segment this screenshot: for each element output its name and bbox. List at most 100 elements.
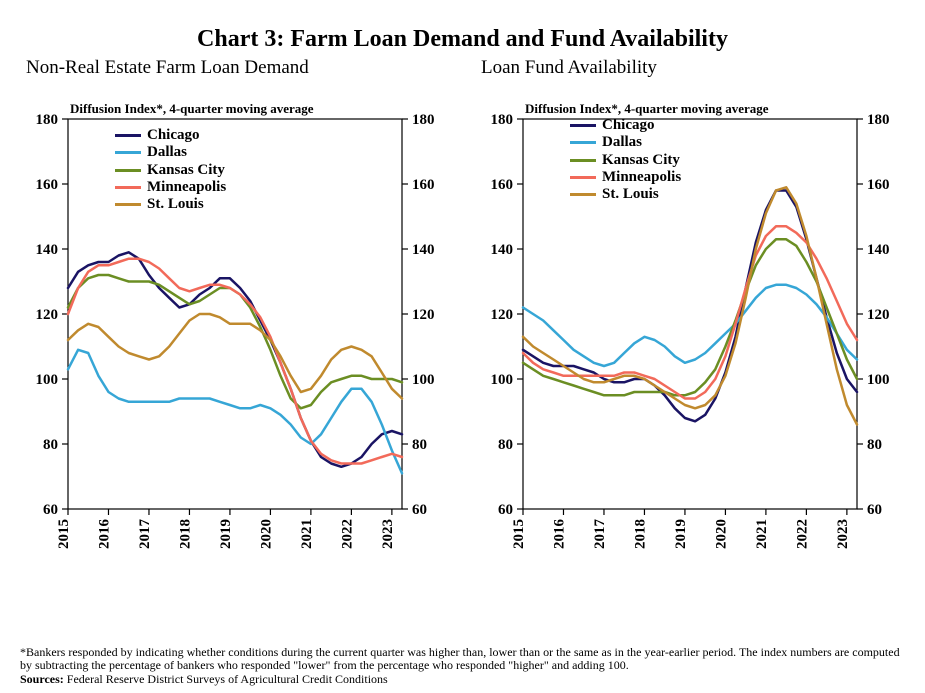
legend-label: Chicago bbox=[147, 127, 200, 144]
legend-item-st_louis: St. Louis bbox=[570, 186, 681, 203]
ytick-label-left: 60 bbox=[43, 502, 58, 518]
xtick-label: 2017 bbox=[592, 519, 608, 550]
series-chicago bbox=[523, 191, 857, 422]
xtick-label: 2017 bbox=[137, 519, 153, 550]
ytick-label-left: 180 bbox=[491, 112, 514, 128]
footnote-block: *Bankers responded by indicating whether… bbox=[20, 646, 905, 687]
legend-label: Minneapolis bbox=[602, 169, 681, 186]
xtick-label: 2021 bbox=[299, 519, 315, 549]
ytick-label-left: 140 bbox=[36, 242, 59, 258]
panel-title: Non-Real Estate Farm Loan Demand bbox=[20, 57, 450, 79]
legend-swatch bbox=[115, 186, 141, 189]
axis-note: Diffusion Index*, 4-quarter moving avera… bbox=[525, 101, 769, 116]
ytick-label-right: 80 bbox=[412, 437, 427, 453]
legend-item-kansas_city: Kansas City bbox=[115, 162, 226, 179]
ytick-label-right: 140 bbox=[412, 242, 435, 258]
legend-item-kansas_city: Kansas City bbox=[570, 152, 681, 169]
sources-line: Sources: Federal Reserve District Survey… bbox=[20, 673, 905, 687]
legend-swatch bbox=[115, 169, 141, 172]
panel-title: Loan Fund Availability bbox=[475, 57, 905, 79]
series-chicago bbox=[68, 252, 402, 466]
legend-swatch bbox=[115, 134, 141, 137]
legend-swatch bbox=[115, 203, 141, 206]
xtick-label: 2015 bbox=[56, 519, 72, 549]
ytick-label-left: 60 bbox=[498, 502, 513, 518]
sources-label: Sources: bbox=[20, 672, 64, 686]
ytick-label-right: 100 bbox=[412, 372, 435, 388]
series-dallas bbox=[523, 285, 857, 366]
legend: ChicagoDallasKansas CityMinneapolisSt. L… bbox=[115, 127, 226, 213]
panels-row: Non-Real Estate Farm Loan Demand 60 60 80 80… bbox=[20, 57, 905, 577]
ytick-label-right: 60 bbox=[867, 502, 882, 518]
footnote-text: *Bankers responded by indicating whether… bbox=[20, 646, 905, 674]
xtick-label: 2018 bbox=[177, 519, 193, 549]
xtick-label: 2019 bbox=[673, 519, 689, 549]
legend-label: Minneapolis bbox=[147, 179, 226, 196]
panel-right: Loan Fund Availability 60 60 80 80 100 100 120 1… bbox=[475, 57, 905, 577]
ytick-label-left: 140 bbox=[491, 242, 514, 258]
chart-title: Chart 3: Farm Loan Demand and Fund Avail… bbox=[20, 26, 905, 53]
ytick-label-left: 100 bbox=[491, 372, 514, 388]
legend-swatch bbox=[570, 124, 596, 127]
xtick-label: 2023 bbox=[835, 519, 851, 549]
xtick-label: 2023 bbox=[380, 519, 396, 549]
ytick-label-right: 140 bbox=[867, 242, 890, 258]
ytick-label-right: 180 bbox=[867, 112, 890, 128]
xtick-label: 2020 bbox=[713, 519, 729, 549]
xtick-label: 2021 bbox=[754, 519, 770, 549]
chart-svg: 60 60 80 80 100 100 120 120 140 140 160 160 180 180 20… bbox=[475, 57, 905, 577]
chart-svg: 60 60 80 80 100 100 120 120 140 140 160 160 180 180 20… bbox=[20, 57, 450, 577]
ytick-label-left: 120 bbox=[36, 307, 59, 323]
ytick-label-right: 120 bbox=[867, 307, 890, 323]
legend-item-chicago: Chicago bbox=[570, 117, 681, 134]
sources-text: Federal Reserve District Surveys of Agri… bbox=[67, 672, 388, 686]
ytick-label-left: 160 bbox=[36, 177, 59, 193]
ytick-label-left: 80 bbox=[43, 437, 58, 453]
legend-item-st_louis: St. Louis bbox=[115, 196, 226, 213]
ytick-label-right: 180 bbox=[412, 112, 435, 128]
xtick-label: 2022 bbox=[339, 519, 355, 549]
ytick-label-left: 180 bbox=[36, 112, 59, 128]
legend-item-minneapolis: Minneapolis bbox=[570, 169, 681, 186]
ytick-label-left: 100 bbox=[36, 372, 59, 388]
legend-item-dallas: Dallas bbox=[115, 144, 226, 161]
xtick-label: 2022 bbox=[794, 519, 810, 549]
ytick-label-right: 80 bbox=[867, 437, 882, 453]
ytick-label-right: 120 bbox=[412, 307, 435, 323]
xtick-label: 2015 bbox=[511, 519, 527, 549]
ytick-label-right: 100 bbox=[867, 372, 890, 388]
legend-item-minneapolis: Minneapolis bbox=[115, 179, 226, 196]
xtick-label: 2016 bbox=[551, 519, 567, 550]
xtick-label: 2016 bbox=[96, 519, 112, 550]
ytick-label-left: 160 bbox=[491, 177, 514, 193]
series-minneapolis bbox=[68, 259, 402, 464]
legend-swatch bbox=[570, 159, 596, 162]
xtick-label: 2020 bbox=[258, 519, 274, 549]
legend-label: Dallas bbox=[147, 144, 187, 161]
legend-label: Chicago bbox=[602, 117, 655, 134]
series-dallas bbox=[68, 350, 402, 474]
axis-note: Diffusion Index*, 4-quarter moving avera… bbox=[70, 101, 314, 116]
legend-swatch bbox=[570, 141, 596, 144]
legend-swatch bbox=[115, 151, 141, 154]
legend-label: Kansas City bbox=[602, 152, 680, 169]
ytick-label-left: 120 bbox=[491, 307, 514, 323]
legend-item-chicago: Chicago bbox=[115, 127, 226, 144]
xtick-label: 2018 bbox=[632, 519, 648, 549]
legend-swatch bbox=[570, 176, 596, 179]
legend-label: Kansas City bbox=[147, 162, 225, 179]
legend: ChicagoDallasKansas CityMinneapolisSt. L… bbox=[570, 117, 681, 203]
panel-left: Non-Real Estate Farm Loan Demand 60 60 80 80… bbox=[20, 57, 450, 577]
series-st_louis bbox=[523, 187, 857, 424]
ytick-label-left: 80 bbox=[498, 437, 513, 453]
legend-label: St. Louis bbox=[602, 186, 659, 203]
legend-label: Dallas bbox=[602, 134, 642, 151]
legend-item-dallas: Dallas bbox=[570, 134, 681, 151]
series-st_louis bbox=[68, 314, 402, 399]
ytick-label-right: 160 bbox=[867, 177, 890, 193]
legend-label: St. Louis bbox=[147, 196, 204, 213]
xtick-label: 2019 bbox=[218, 519, 234, 549]
legend-swatch bbox=[570, 193, 596, 196]
ytick-label-right: 60 bbox=[412, 502, 427, 518]
ytick-label-right: 160 bbox=[412, 177, 435, 193]
